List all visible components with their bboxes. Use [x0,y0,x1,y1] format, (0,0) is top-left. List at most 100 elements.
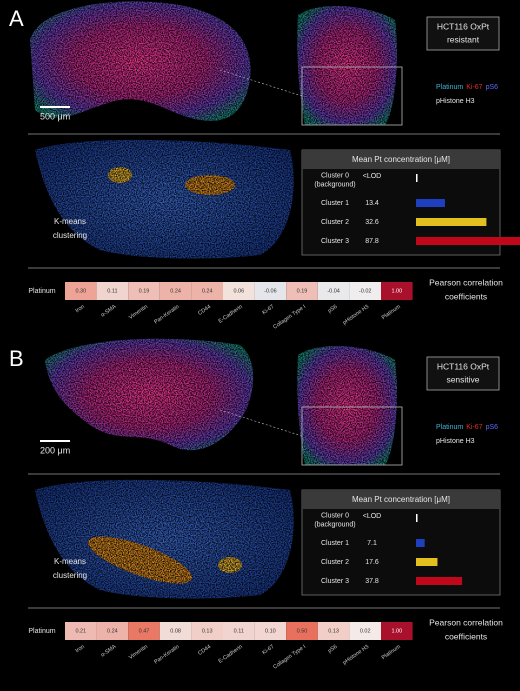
legend-line: Platinum Ki-67 pS6 [436,84,498,91]
sample-label: HCT116 OxPt [437,361,490,371]
cluster-label: Cluster 2 [321,219,349,226]
heat-cell [349,622,381,640]
heat-value: 1.00 [391,288,402,294]
cluster-label: Cluster 2 [321,559,349,566]
heat-cell [223,622,255,640]
heat-value: 0.19 [139,288,150,294]
legend-entry: Ki-67 [466,84,482,91]
scale-bar-label: 200 μm [40,445,70,455]
heat-value: 0.10 [265,628,276,634]
column-label: pHistone H3 [342,644,370,666]
fluorescence-image [45,338,397,465]
heat-value: 0.11 [234,628,244,634]
lod-tick [416,514,418,522]
column-label: Platinum [381,644,402,661]
concentration-bar [416,199,445,207]
heat-value: 0.11 [107,288,117,294]
zoom-box [301,406,403,466]
column-label: α-SMA [100,644,118,659]
kmeans-label: clustering [53,231,87,240]
legend-entry: Ki-67 [466,424,482,431]
heat-value: 0.24 [107,628,118,634]
table-title: Mean Pt concentration [μM] [352,155,450,164]
column-label: E-Cadherin [218,644,244,665]
heat-cell [128,282,160,300]
heat-value: 0.13 [202,628,213,634]
column-label: Iron [75,644,86,654]
concentration-value: 37.8 [365,578,379,585]
column-label: CD44 [197,304,212,317]
heat-cell [65,622,97,640]
table-header-bg [302,490,500,509]
tissue-inset [297,5,397,126]
kmeans-image [35,139,294,259]
cluster-label: Cluster 3 [321,578,349,585]
kmeans-label: K-means [54,557,86,566]
column-label: Ki-67 [261,304,275,316]
heat-value: 0.19 [297,288,308,294]
concentration-bar [416,558,438,566]
concentration-bar [416,539,425,547]
tissue [35,139,294,259]
caption: coefficients [445,631,487,641]
tissue-inset [297,345,397,465]
caption: Pearson correlation [429,617,503,627]
heat-value: 0.02 [360,628,371,634]
column-label: pS6 [327,644,338,655]
concentration-value: 32.6 [365,219,379,226]
heat-cell [254,622,287,640]
column-label: pHistone H3 [342,304,370,326]
cluster-label: Cluster 1 [321,540,349,547]
heat-cell [159,622,192,640]
legend-entry: pHistone H3 [436,438,475,445]
heat-cell [381,282,413,300]
legend-entry: pS6 [486,84,499,91]
row-label: Platinum [28,288,55,295]
cluster-label: Cluster 0 [321,512,349,519]
legend-line: Platinum Ki-67 pS6 [436,424,498,431]
heat-value: 0.08 [170,628,181,634]
kmeans-image [35,479,294,599]
sample-box [426,16,500,51]
heat-cell [349,282,381,300]
heat-value: 0.06 [233,288,244,294]
heat-cell [286,622,318,640]
cluster-label: Cluster 3 [321,238,349,245]
sample-label: resistant [447,34,480,44]
heat-cell [96,282,129,300]
cluster-blob [185,175,235,195]
lod-tick [416,174,418,182]
sample-box [426,356,500,391]
legend-entry: pHistone H3 [436,98,475,105]
legend-entry: Platinum [436,424,463,431]
column-label: Pan-Keratin [153,304,180,326]
heat-cell [254,282,287,300]
sample-label: HCT116 OxPt [437,21,490,31]
heat-value: -0.02 [359,288,372,294]
heat-cell [317,282,350,300]
heat-value: 0.50 [297,628,308,634]
table-title: Mean Pt concentration [μM] [352,495,450,504]
heat-cell [223,282,255,300]
heat-value: 1.00 [391,628,402,634]
heat-cell [381,622,413,640]
cluster-label: Cluster 1 [321,200,349,207]
cluster-blob [108,167,132,183]
concentration-bar [416,218,487,226]
column-label: Iron [75,304,86,314]
concentration-value: 7.1 [367,540,377,547]
column-label: Platinum [381,304,402,321]
heat-cell [159,282,192,300]
heat-cell [317,622,350,640]
kmeans-label: clustering [53,571,87,580]
heat-value: 0.24 [170,288,181,294]
legend-entry: pS6 [486,424,499,431]
heat-cell [286,282,318,300]
cluster-label: (background) [314,521,355,528]
heat-value: 0.13 [328,628,339,634]
concentration-value: <LOD [363,513,381,520]
row-label: Platinum [28,628,55,635]
caption: Pearson correlation [429,277,503,287]
